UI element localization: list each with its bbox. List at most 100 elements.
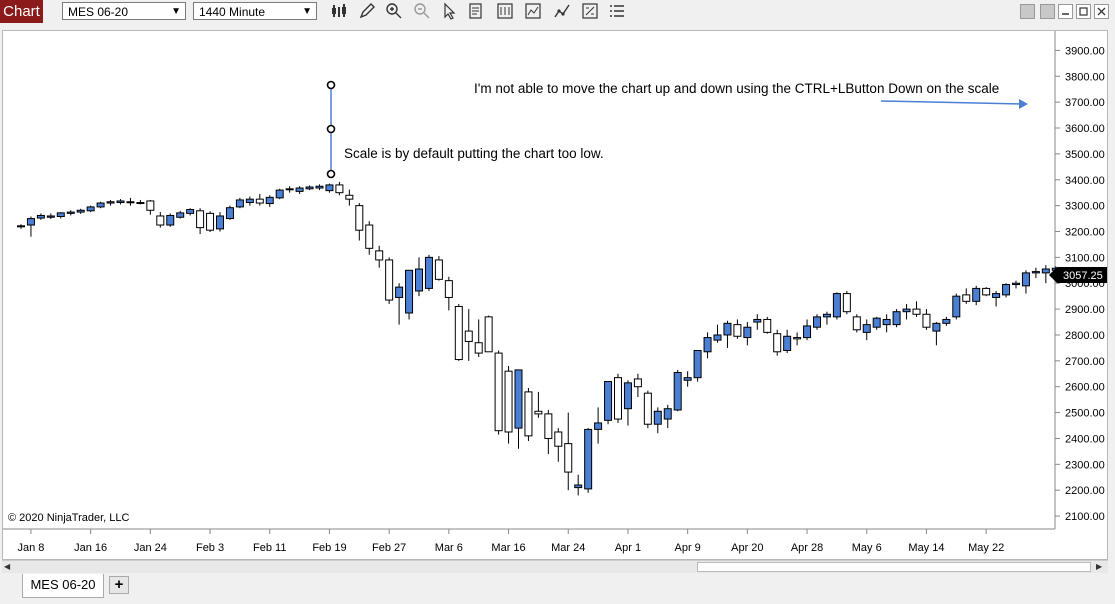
candle	[454, 303, 463, 361]
candle	[753, 314, 762, 330]
candle	[36, 213, 45, 220]
candle	[932, 322, 941, 346]
anchor-handle[interactable]	[326, 169, 336, 179]
candle	[912, 301, 921, 317]
candle-body	[146, 200, 155, 211]
candle-body	[1002, 284, 1011, 296]
y-tick-label: 2200.00	[1065, 485, 1105, 497]
candle-body	[484, 316, 493, 353]
candle-body	[753, 318, 762, 323]
candle	[325, 183, 334, 193]
candle-body	[584, 428, 593, 490]
list-icon[interactable]	[607, 2, 627, 22]
candle-body	[116, 200, 125, 204]
x-tick-label: Apr 9	[675, 542, 701, 554]
x-tick-label: Feb 11	[253, 542, 286, 554]
candle-body	[733, 324, 742, 337]
candle	[673, 369, 682, 412]
close-button[interactable]	[1094, 4, 1109, 19]
copyright-text: © 2020 NinjaTrader, LLC	[8, 512, 129, 524]
candle-body	[643, 392, 652, 425]
horizontal-scrollbar[interactable]: ◀ ▶	[2, 560, 1108, 573]
zoom-in-icon[interactable]	[384, 2, 404, 22]
candle	[255, 193, 264, 206]
candle-body	[66, 211, 75, 214]
candle-body	[982, 287, 991, 296]
candle-body	[633, 378, 642, 388]
candle	[813, 314, 821, 330]
chevron-down-icon: ▼	[171, 6, 181, 17]
candle	[375, 245, 384, 268]
tab-instrument[interactable]: MES 06-20	[22, 574, 104, 598]
candle-body	[245, 198, 254, 204]
candle-body	[693, 349, 702, 379]
candle-body	[454, 306, 463, 361]
window-option-button[interactable]	[1020, 4, 1035, 19]
properties-icon[interactable]	[495, 2, 515, 22]
y-tick-label: 2300.00	[1065, 459, 1105, 471]
maximize-button[interactable]	[1076, 4, 1091, 19]
strategies-icon[interactable]	[552, 2, 572, 22]
zoom-out-icon[interactable]	[412, 2, 432, 22]
chart-panel[interactable]: 3900.00 3800.00 3700.00 3600.00 3500.00 3400.…	[2, 30, 1108, 560]
candle	[146, 199, 155, 215]
candle	[773, 329, 782, 356]
candle-body	[255, 198, 264, 204]
candle	[245, 196, 254, 206]
candle-body	[1041, 268, 1050, 274]
candle	[116, 199, 125, 205]
templates-icon[interactable]	[580, 2, 600, 22]
candle-body	[872, 317, 881, 328]
x-tick-label: Jan 16	[74, 542, 107, 554]
anchor-handle[interactable]	[326, 124, 336, 134]
candle-body	[852, 316, 861, 331]
anchor-handle[interactable]	[326, 80, 336, 90]
candle-body	[176, 212, 185, 218]
candle-body	[683, 377, 692, 381]
interval-selector-value: 1440 Minute	[199, 5, 266, 19]
y-tick-label: 3600.00	[1065, 123, 1105, 135]
price-chart[interactable]: 3900.00 3800.00 3700.00 3600.00 3500.00 3400.…	[3, 31, 1107, 559]
instrument-selector[interactable]: MES 06-20 ▼	[62, 2, 186, 20]
candle	[683, 371, 692, 387]
indicators-icon[interactable]	[523, 2, 543, 22]
scroll-left-icon[interactable]: ◀	[4, 562, 11, 571]
candle	[544, 409, 553, 454]
interval-selector[interactable]: 1440 Minute ▼	[193, 2, 317, 20]
add-tab-button[interactable]: +	[109, 576, 129, 594]
candle	[415, 257, 423, 297]
drawing-line-tool[interactable]	[326, 80, 336, 179]
candle	[882, 314, 891, 333]
candle	[136, 199, 145, 205]
candle	[1041, 265, 1050, 284]
candle	[723, 320, 732, 348]
data-box-icon[interactable]	[467, 2, 487, 22]
x-tick-label: Apr 1	[615, 542, 641, 554]
candle	[216, 212, 224, 232]
arrow-drawing[interactable]	[880, 99, 1028, 109]
y-tick-label: 3900.00	[1065, 45, 1105, 57]
pencil-icon[interactable]	[357, 2, 377, 22]
candle-body	[415, 268, 423, 292]
candle-body	[952, 295, 961, 318]
candle	[56, 212, 65, 219]
scrollbar-thumb[interactable]	[697, 562, 1091, 572]
candle-body	[912, 308, 921, 315]
candle-body	[623, 382, 632, 410]
candle-body	[216, 215, 224, 230]
bar-type-icon[interactable]	[329, 2, 349, 22]
candle	[504, 366, 513, 444]
annotation-ctrl-text[interactable]: I'm not able to move the chart up and do…	[474, 81, 999, 96]
candle	[703, 332, 712, 359]
candle	[424, 254, 433, 291]
scroll-right-icon[interactable]: ▶	[1096, 562, 1103, 571]
x-tick-label: Feb 19	[312, 542, 346, 554]
candle-body	[1021, 272, 1030, 287]
candle	[832, 292, 841, 320]
minimize-button[interactable]	[1058, 4, 1073, 19]
window-option-button[interactable]	[1040, 4, 1055, 19]
candle	[822, 311, 831, 325]
pointer-icon[interactable]	[439, 2, 459, 22]
annotation-scale-text[interactable]: Scale is by default putting the chart to…	[344, 146, 604, 161]
candle	[86, 205, 95, 213]
